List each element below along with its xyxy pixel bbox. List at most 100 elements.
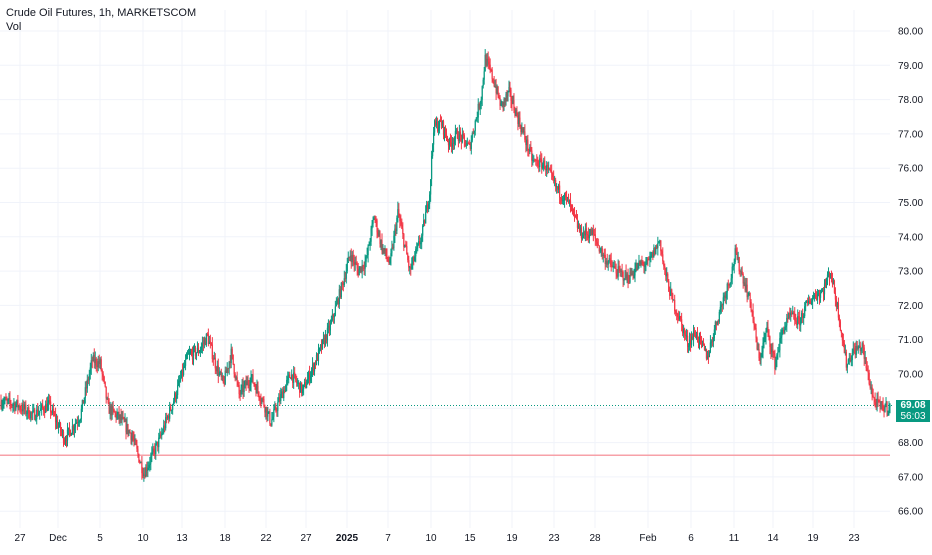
candle-body — [613, 266, 615, 267]
candle-body — [710, 341, 713, 343]
x-tick-label: 10 — [137, 533, 149, 544]
candle-body — [696, 332, 699, 341]
candle-body — [446, 138, 449, 141]
candle-body — [298, 382, 300, 384]
candle-body — [101, 370, 103, 374]
candle-body — [655, 245, 657, 255]
candle-body — [572, 208, 575, 211]
candle-body — [761, 352, 763, 355]
candle-body — [631, 273, 633, 276]
candle-body — [159, 434, 161, 438]
candle-body — [268, 411, 270, 413]
candle-body — [233, 364, 235, 374]
candle-body — [721, 304, 723, 306]
candle-body — [635, 265, 637, 270]
candle-body — [220, 371, 222, 377]
candle-body — [681, 319, 683, 325]
candle-body — [654, 248, 656, 255]
candle-body — [839, 321, 841, 331]
candle-body — [342, 283, 344, 286]
candle-body — [296, 379, 298, 383]
candle-body — [508, 86, 510, 92]
candle-body — [85, 387, 87, 389]
candle-body — [476, 117, 478, 119]
candle-body — [824, 283, 827, 286]
candle-body — [550, 170, 552, 172]
candle-body — [216, 365, 218, 372]
candle-body — [331, 314, 333, 321]
candle-body — [519, 117, 521, 127]
candle-body — [854, 348, 856, 355]
candle-body — [330, 320, 332, 324]
candle-body — [114, 412, 116, 414]
candle-body — [385, 248, 387, 256]
candle-body — [294, 372, 296, 375]
candle-body — [558, 185, 560, 190]
candle-body — [386, 255, 388, 259]
candle-body — [500, 102, 502, 106]
candle-body — [738, 257, 740, 272]
candle-body — [71, 425, 74, 434]
candle-body — [425, 212, 427, 224]
candle-body — [509, 86, 511, 91]
candle-body — [70, 433, 73, 436]
candle-body — [175, 393, 177, 400]
candle-body — [52, 408, 55, 415]
candle-body — [646, 259, 648, 265]
candle-body — [756, 338, 758, 350]
candle-body — [438, 119, 441, 128]
candle-body — [771, 349, 773, 353]
candle-body — [63, 442, 66, 444]
candle-body — [539, 158, 541, 167]
candle-body — [105, 386, 107, 399]
candle-body — [708, 351, 711, 358]
candle-body — [91, 360, 93, 362]
candle-body — [624, 271, 626, 280]
candle-body — [838, 317, 840, 322]
candle-body — [99, 359, 101, 364]
candle-body — [165, 417, 167, 429]
candle-body — [863, 347, 865, 359]
candle-body — [746, 284, 748, 298]
candle-body — [260, 400, 262, 402]
candle-body — [444, 127, 447, 135]
candle-body — [234, 373, 236, 379]
candle-body — [886, 401, 888, 412]
candle-body — [136, 444, 138, 449]
candle-body — [407, 254, 409, 261]
candle-body — [254, 384, 256, 387]
candle-body — [3, 401, 5, 404]
candle-body — [803, 316, 805, 319]
candle-body — [840, 330, 842, 334]
candle-body — [239, 394, 241, 395]
candle-body — [772, 349, 774, 354]
candle-body — [570, 205, 573, 207]
candle-body — [731, 266, 733, 279]
candle-body — [104, 381, 106, 387]
candle-body — [734, 248, 736, 263]
candle-body — [516, 110, 518, 116]
candle-body — [701, 341, 704, 343]
candle-body — [607, 261, 609, 265]
candle-body — [374, 218, 376, 221]
candle-body — [143, 474, 145, 476]
candle-body — [823, 283, 826, 295]
candle-body — [760, 354, 762, 360]
candle-body — [241, 384, 243, 388]
candle-body — [168, 416, 170, 419]
candle-body — [595, 238, 597, 242]
x-tick-label: 28 — [589, 533, 601, 544]
candle-body — [770, 346, 772, 353]
y-tick-label: 71.00 — [898, 335, 923, 346]
candle-body — [741, 271, 743, 275]
candle-body — [95, 358, 97, 366]
candle-body — [588, 235, 590, 239]
candle-body — [6, 400, 8, 401]
candle-body — [469, 143, 471, 150]
candle-body — [536, 160, 538, 161]
candle-body — [555, 179, 557, 187]
candle-body — [682, 324, 684, 334]
candle-body — [543, 160, 545, 165]
